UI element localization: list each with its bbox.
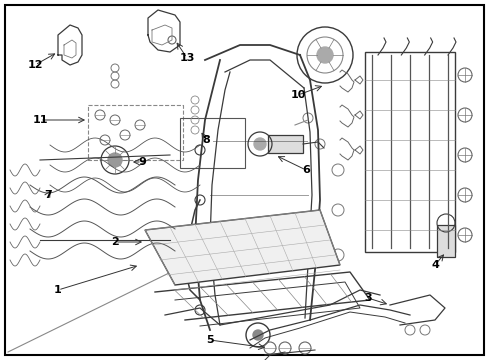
Text: 12: 12 [27,60,42,70]
Bar [267,135,303,153]
Text: 1: 1 [54,285,62,295]
Text: 13: 13 [179,53,194,63]
Text: 6: 6 [302,165,309,175]
Text: 9: 9 [138,157,145,167]
Circle shape [252,330,263,340]
Circle shape [316,47,332,63]
Text: 4: 4 [430,260,438,270]
Text: 8: 8 [202,135,209,145]
Text: 11: 11 [32,115,48,125]
Bar [88,105,183,160]
Text: 10: 10 [290,90,305,100]
Bar [364,52,454,252]
Text: 2: 2 [111,237,119,247]
Text: 5: 5 [206,335,213,345]
Text: 3: 3 [364,293,371,303]
Circle shape [108,153,122,167]
Bar [180,118,244,168]
Text: 7: 7 [44,190,52,200]
Polygon shape [145,210,339,285]
Bar [436,225,454,257]
Circle shape [253,138,265,150]
